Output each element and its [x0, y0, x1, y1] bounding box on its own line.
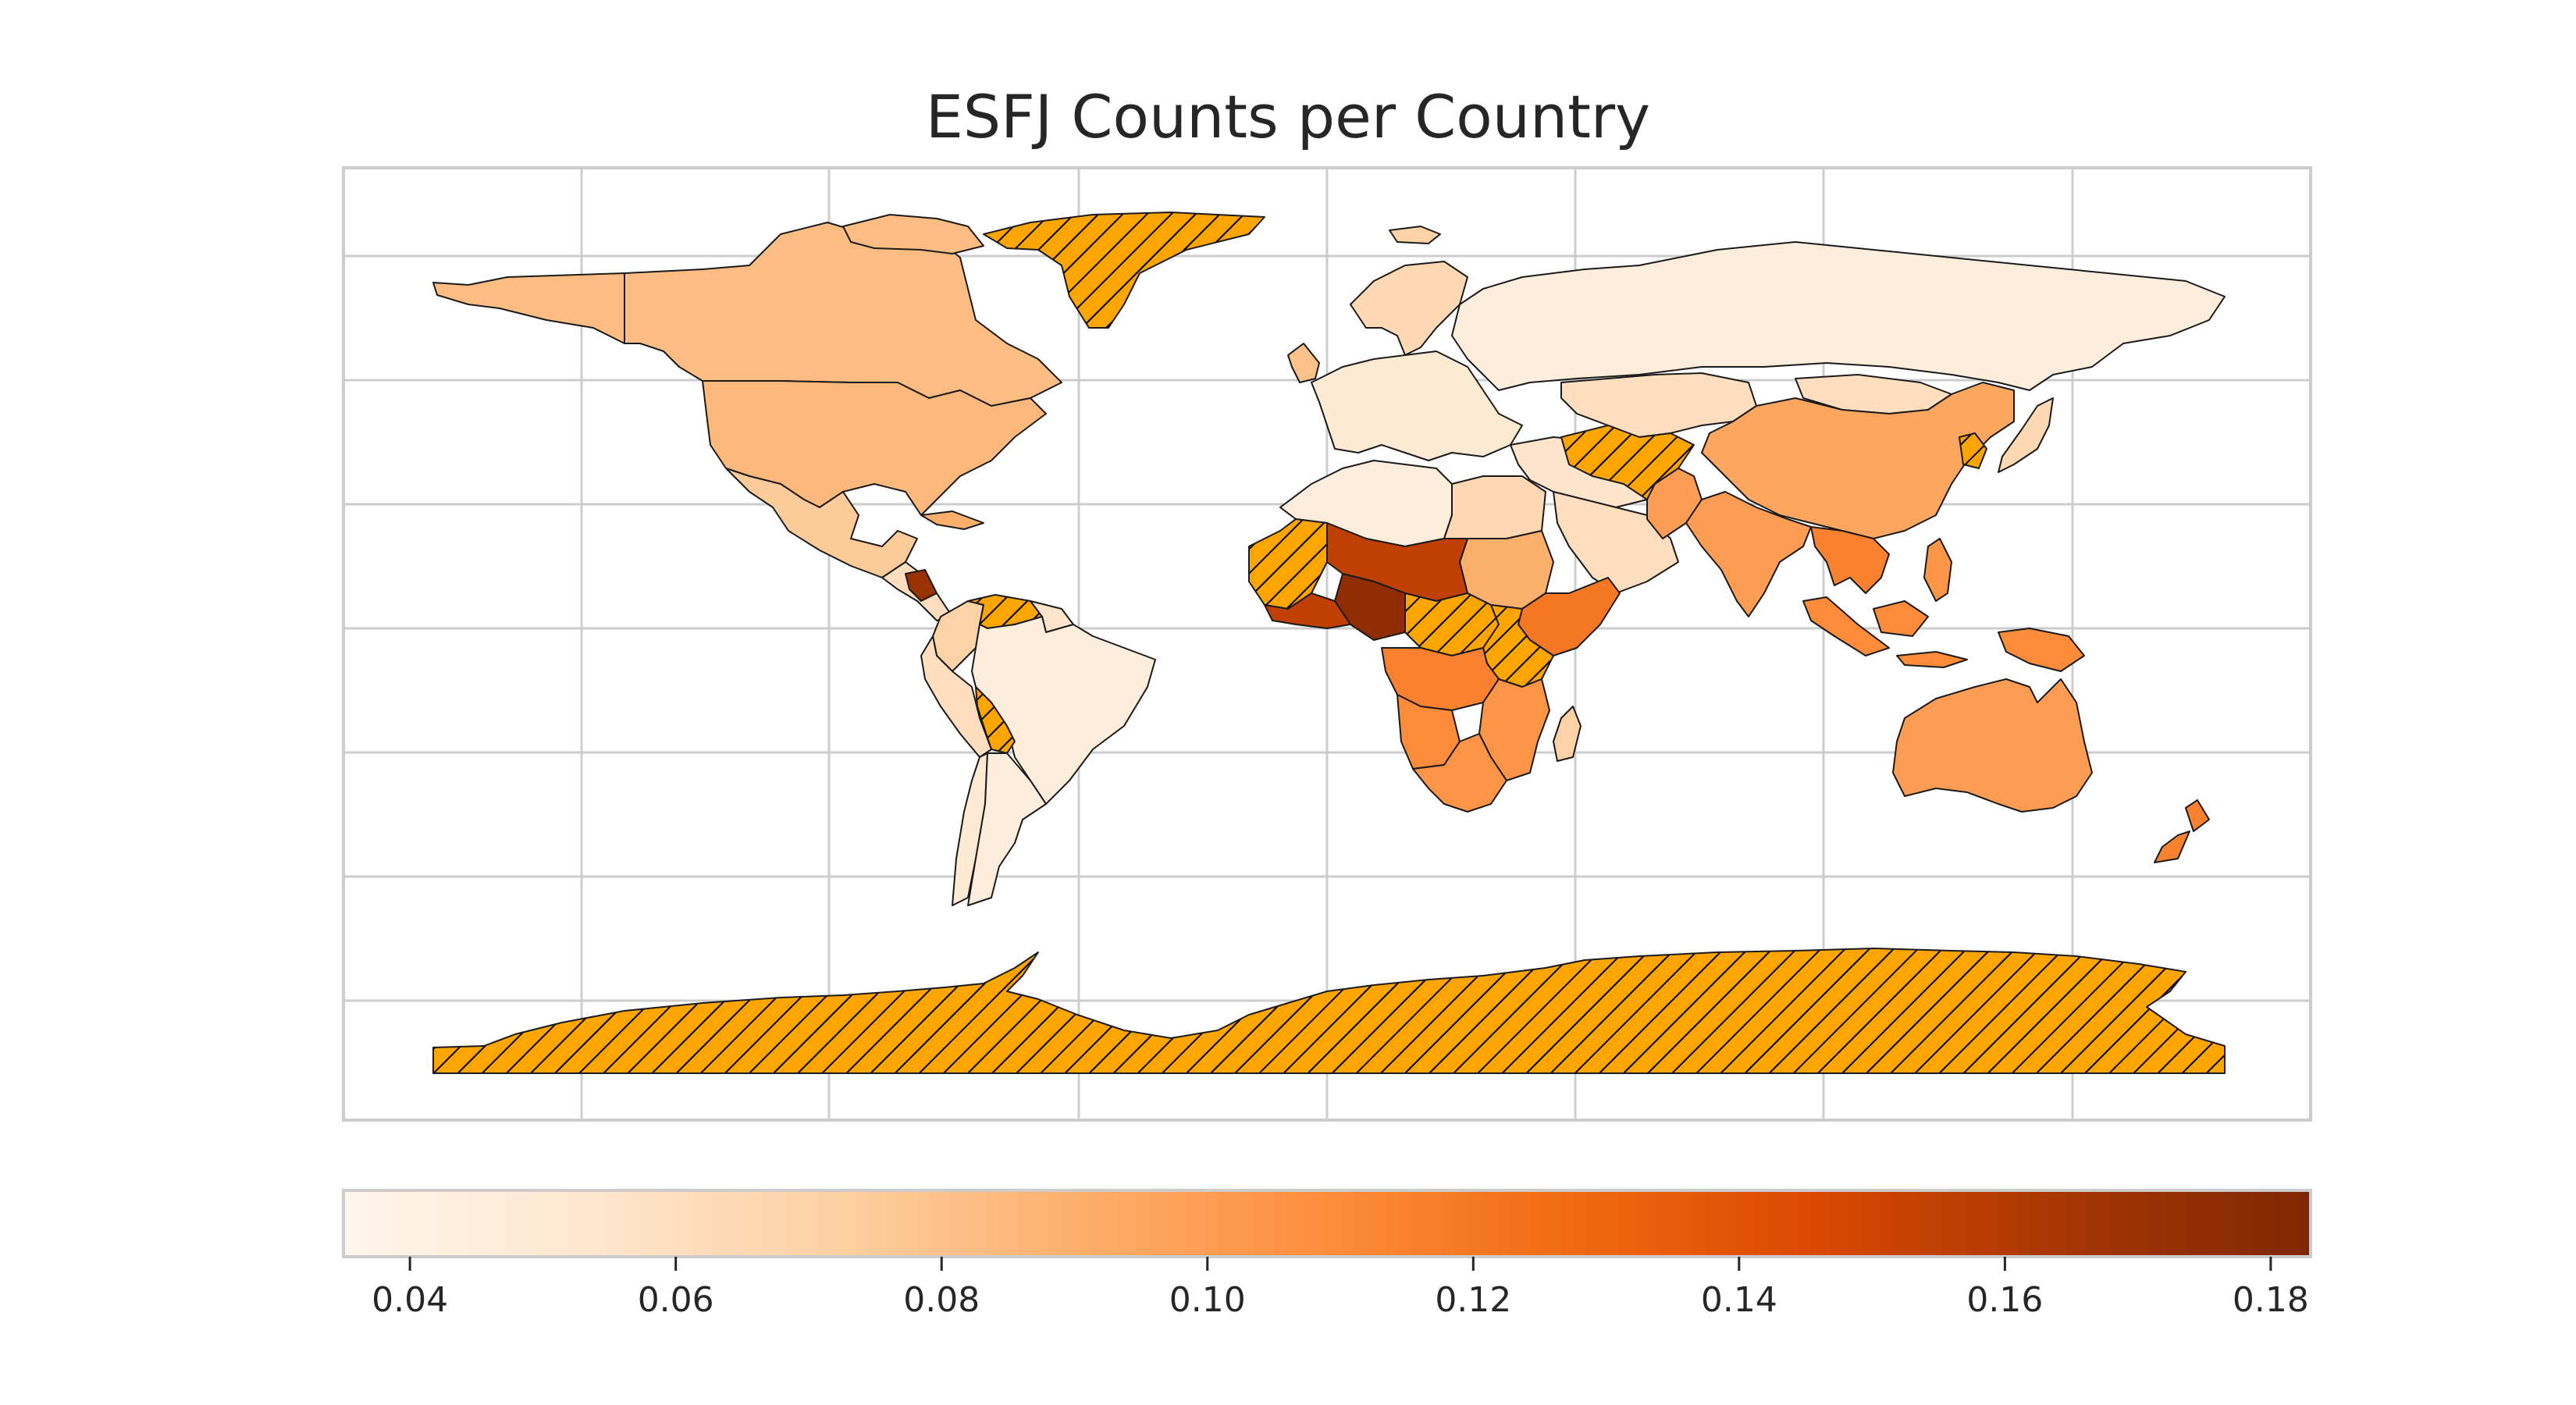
region-russia: [1451, 241, 2226, 391]
region-iceland: [1389, 226, 1441, 244]
region-cuba: [920, 510, 984, 530]
region-scandinavia: [1350, 261, 1468, 356]
colorbar-tick-label: 0.04: [372, 1280, 448, 1320]
region-papua-new-guinea: [1998, 628, 2085, 672]
colorbar-gradient: [342, 1189, 2312, 1258]
region-canada-islands: [842, 214, 984, 254]
colorbar-tick-label: 0.12: [1435, 1280, 1511, 1320]
region-india: [1685, 491, 1812, 617]
region-greenland: [983, 212, 1265, 329]
map-title: ESFJ Counts per Country: [925, 82, 1651, 151]
region-mexico: [725, 468, 918, 578]
colorbar-tick-label: 0.08: [903, 1280, 980, 1320]
region-southeast-asia: [1810, 526, 1890, 594]
region-japan: [1998, 397, 2054, 473]
colorbar-tick-label: 0.10: [1169, 1280, 1246, 1320]
region-western-europe: [1311, 350, 1523, 461]
region-indonesia: [1802, 596, 1968, 668]
region-antarctica: [432, 948, 2226, 1074]
region-gulf-of-guinea: [1264, 592, 1351, 629]
region-kazakhstan: [1560, 372, 1757, 438]
region-philippines: [1923, 538, 1952, 602]
region-korea: [1959, 432, 1987, 469]
region-new-zealand: [2154, 799, 2210, 863]
colorbar-tick-label: 0.16: [1966, 1280, 2043, 1320]
region-egypt: [1443, 475, 1546, 539]
region-madagascar: [1553, 706, 1582, 762]
region-uk: [1287, 343, 1320, 383]
colorbar-tick-label: 0.14: [1701, 1280, 1777, 1320]
region-australia: [1892, 678, 2093, 813]
region-west-africa-sahel: [1248, 518, 1328, 610]
region-southern-africa: [1412, 733, 1507, 813]
colorbar-tick-label: 0.06: [638, 1280, 714, 1320]
colorbar-ticks: 0.04 0.06 0.08 0.10 0.12 0.14 0.16 0.18: [372, 1257, 2309, 1320]
region-nicaragua: [905, 569, 938, 602]
region-china: [1701, 382, 2015, 539]
colorbar: 0.04 0.06 0.08 0.10 0.12 0.14 0.16 0.18: [342, 1189, 2312, 1320]
region-peru: [920, 635, 992, 758]
colorbar-tick-label: 0.18: [2233, 1280, 2309, 1320]
region-argentina: [967, 752, 1047, 906]
countries: [432, 212, 2226, 1074]
region-canada: [624, 222, 1062, 407]
